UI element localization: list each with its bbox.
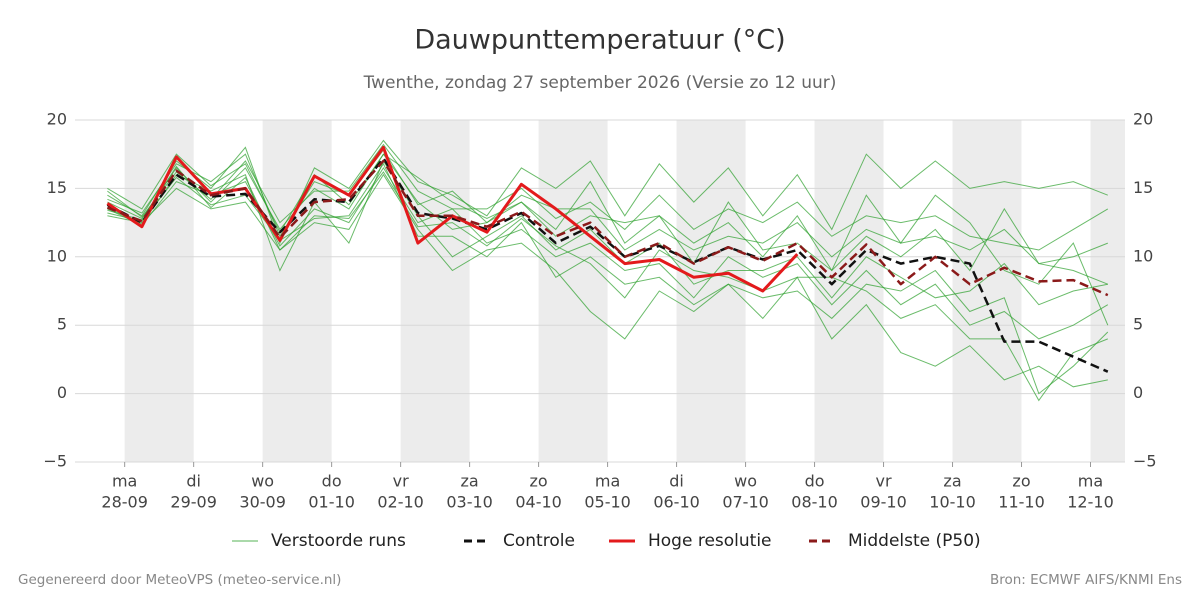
y2-tick-label: 10 [1133, 246, 1153, 265]
y-tick-label: 10 [47, 246, 67, 265]
y-tick-label: 20 [47, 110, 67, 129]
x-tick-sublabel: 02-10 [377, 493, 424, 512]
ensemble-line [107, 159, 1108, 306]
footer-right: Bron: ECMWF AIFS/KNMI Ens [990, 572, 1182, 588]
series-line [106, 159, 1109, 297]
x-tick-sublabel: 01-10 [308, 493, 355, 512]
y-tick-label: −5 [43, 452, 67, 471]
x-tick-label: ma [595, 472, 620, 491]
x-tick-label: vr [393, 472, 409, 491]
ensemble-line [107, 143, 1109, 251]
ensemble-line [107, 166, 1109, 340]
y2-tick-label: 20 [1133, 110, 1153, 129]
x-tick-sublabel: 30-09 [239, 493, 286, 512]
x-tick-label: di [186, 472, 201, 491]
day-shade [124, 120, 194, 462]
y2-tick-label: 0 [1133, 383, 1143, 402]
y-tick-label: 5 [57, 315, 67, 334]
x-tick-label: do [805, 472, 825, 491]
day-shade [262, 120, 332, 462]
day-shade [814, 120, 884, 462]
x-tick-sublabel: 04-10 [515, 493, 562, 512]
legend-label: Verstoorde runs [271, 531, 406, 551]
ensemble-line [107, 153, 1109, 326]
x-tick-sublabel: 09-10 [860, 493, 907, 512]
x-tick-sublabel: 06-10 [653, 493, 700, 512]
ensemble-line [107, 173, 1108, 388]
day-shade [952, 120, 1022, 462]
y2-tick-label: 5 [1133, 315, 1143, 334]
day-shade [676, 120, 746, 462]
x-tick-sublabel: 10-10 [929, 493, 976, 512]
x-tick-label: ma [112, 472, 137, 491]
chart-subtitle: Twenthe, zondag 27 september 2026 (Versi… [363, 73, 837, 93]
chart-title: Dauwpunttemperatuur (°C) [414, 25, 785, 56]
footer-left: Gegenereerd door MeteoVPS (meteo-service… [18, 572, 341, 588]
y2-tick-label: −5 [1133, 452, 1157, 471]
day-shade [400, 120, 470, 462]
x-tick-label: za [943, 472, 961, 491]
x-tick-sublabel: 29-09 [170, 493, 217, 512]
x-tick-sublabel: 28-09 [101, 493, 148, 512]
y-tick-label: 15 [47, 178, 67, 197]
x-tick-sublabel: 11-10 [998, 493, 1045, 512]
x-tick-sublabel: 07-10 [722, 493, 769, 512]
legend-label: Controle [503, 531, 575, 551]
x-tick-label: di [669, 472, 684, 491]
y2-tick-label: 15 [1133, 178, 1153, 197]
series-line [106, 157, 1109, 373]
x-tick-label: ma [1078, 472, 1103, 491]
x-tick-sublabel: 03-10 [446, 493, 493, 512]
ensemble-line [107, 149, 1108, 285]
x-tick-label: za [461, 472, 479, 491]
ensemble-line [107, 165, 1108, 402]
x-tick-label: zo [1012, 472, 1030, 491]
x-tick-label: zo [530, 472, 548, 491]
legend-label: Middelste (P50) [848, 531, 981, 551]
x-tick-label: wo [734, 472, 757, 491]
x-tick-label: wo [251, 472, 274, 491]
y-tick-label: 0 [57, 383, 67, 402]
x-tick-sublabel: 12-10 [1067, 493, 1114, 512]
x-tick-label: do [322, 472, 342, 491]
ensemble-line [107, 153, 1108, 272]
legend-label: Hoge resolutie [648, 531, 772, 551]
x-tick-sublabel: 08-10 [791, 493, 838, 512]
x-tick-sublabel: 05-10 [584, 493, 631, 512]
x-tick-label: vr [876, 472, 892, 491]
